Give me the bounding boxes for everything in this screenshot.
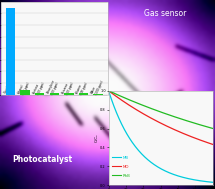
Text: MO: MO bbox=[123, 165, 129, 169]
Bar bbox=[20, 90, 30, 94]
Y-axis label: C/C₀: C/C₀ bbox=[95, 134, 99, 142]
Bar bbox=[50, 93, 59, 94]
Text: Gas sensor: Gas sensor bbox=[144, 9, 186, 19]
Bar bbox=[6, 8, 15, 94]
Bar bbox=[79, 93, 88, 94]
Bar bbox=[64, 93, 74, 94]
Bar bbox=[35, 93, 45, 94]
Text: RhB: RhB bbox=[123, 174, 130, 178]
Text: Gas: Gas bbox=[97, 89, 117, 99]
Text: MB: MB bbox=[123, 156, 129, 160]
Text: Photocatalyst: Photocatalyst bbox=[12, 154, 72, 163]
